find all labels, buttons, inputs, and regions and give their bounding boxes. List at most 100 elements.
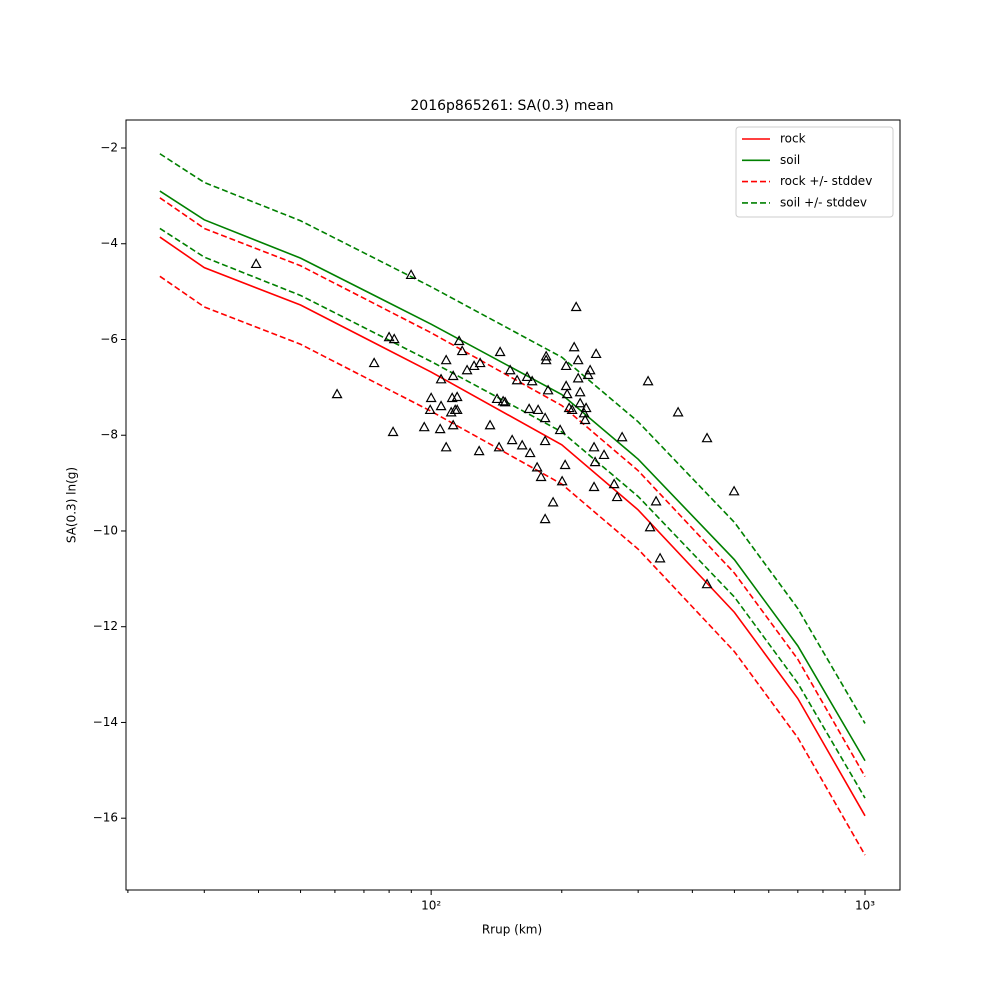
x-tick-label: 10² — [421, 899, 441, 913]
y-tick-label: −14 — [93, 715, 118, 729]
observation-marker — [556, 475, 568, 486]
y-tick-label: −6 — [100, 332, 118, 346]
observation-marker — [566, 404, 578, 415]
observation-marker — [654, 552, 666, 563]
observation-marker — [484, 419, 496, 430]
observation-marker — [451, 404, 463, 415]
observation-marker — [701, 432, 713, 443]
observation-marker — [451, 391, 463, 402]
plot-area — [159, 153, 866, 856]
series-line — [159, 190, 866, 762]
observation-marker — [540, 354, 552, 365]
observation-marker — [540, 350, 552, 361]
observation-marker — [560, 380, 572, 391]
chart-title: 2016p865261: SA(0.3) mean — [410, 98, 613, 114]
observation-marker — [524, 447, 536, 458]
observation-marker — [473, 445, 485, 456]
observation-marker — [589, 456, 601, 467]
y-tick-label: −10 — [93, 523, 118, 537]
observation-marker — [531, 461, 543, 472]
series-line — [159, 197, 866, 777]
observation-marker — [608, 478, 620, 489]
observation-marker — [435, 373, 447, 384]
observation-marker — [494, 346, 506, 357]
y-tick-label: −12 — [93, 619, 118, 633]
observation-marker — [526, 375, 538, 386]
observation-marker — [559, 459, 571, 470]
observation-marker — [516, 439, 528, 450]
observation-marker — [539, 513, 551, 524]
observation-marker — [701, 578, 713, 589]
observation-marker — [506, 434, 518, 445]
series-line — [159, 236, 866, 817]
observation-marker — [424, 404, 436, 415]
observation-marker — [579, 414, 591, 425]
observation-marker — [570, 301, 582, 312]
observation-marker — [572, 372, 584, 383]
y-tick-label: −2 — [100, 141, 118, 155]
series-line — [159, 153, 866, 724]
observation-marker — [728, 485, 740, 496]
observation-marker — [504, 364, 516, 375]
observation-marker — [672, 406, 684, 417]
x-tick-label: 10³ — [855, 899, 875, 913]
series-line-lower — [159, 275, 866, 856]
observation-marker — [405, 269, 417, 280]
y-axis-label: SA(0.3) ln(g) — [65, 467, 79, 543]
observation-marker — [650, 495, 662, 506]
observation-marker — [388, 333, 400, 344]
observation-marker — [491, 393, 503, 404]
observation-marker — [440, 354, 452, 365]
legend-label: soil — [780, 153, 800, 167]
observation-marker — [383, 331, 395, 342]
observation-marker — [616, 431, 628, 442]
observation-marker — [368, 357, 380, 368]
observation-marker — [644, 521, 656, 532]
legend-box — [735, 126, 894, 218]
observation-marker — [447, 419, 459, 430]
y-tick-label: −16 — [93, 811, 118, 825]
plot-frame — [125, 119, 901, 891]
x-axis-label: Rrup (km) — [482, 923, 542, 937]
observation-marker — [497, 395, 509, 406]
observation-marker — [493, 441, 505, 452]
observation-marker — [331, 388, 343, 399]
observation-marker — [250, 258, 262, 269]
observation-marker — [435, 400, 447, 411]
observation-marker — [554, 424, 566, 435]
observation-marker — [539, 412, 551, 423]
observation-marker — [532, 404, 544, 415]
observation-marker — [611, 491, 623, 502]
observation-marker — [425, 392, 437, 403]
observation-marker — [572, 354, 584, 365]
observation-marker — [598, 449, 610, 460]
observation-marker — [580, 402, 592, 413]
observation-marker — [434, 423, 446, 434]
series-line-lower — [159, 227, 866, 799]
observation-marker — [574, 386, 586, 397]
observation-marker — [642, 375, 654, 386]
observation-marker — [561, 388, 573, 399]
observation-marker — [568, 341, 580, 352]
observation-marker — [474, 357, 486, 368]
observation-marker — [456, 345, 468, 356]
legend-label: rock +/- stddev — [780, 174, 872, 188]
observation-marker — [418, 421, 430, 432]
observation-marker — [499, 396, 511, 407]
observation-marker — [440, 441, 452, 452]
observation-marker — [590, 348, 602, 359]
observation-marker — [574, 397, 586, 408]
observation-marker — [547, 496, 559, 507]
observation-marker — [447, 370, 459, 381]
observation-marker — [539, 435, 551, 446]
observation-marker — [588, 481, 600, 492]
observation-marker — [584, 364, 596, 375]
observation-marker — [588, 441, 600, 452]
legend-label: soil +/- stddev — [780, 195, 867, 209]
observation-marker — [511, 374, 523, 385]
observation-marker — [535, 471, 547, 482]
y-tick-label: −8 — [100, 428, 118, 442]
legend-label: rock — [780, 132, 806, 146]
observation-marker — [453, 335, 465, 346]
